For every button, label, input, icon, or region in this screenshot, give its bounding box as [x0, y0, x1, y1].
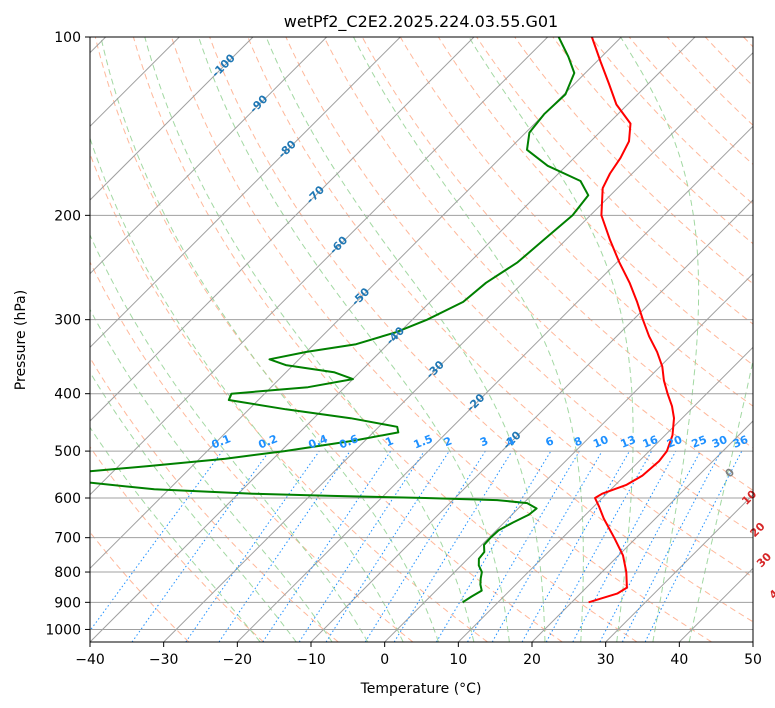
mixing-ratio-line — [131, 450, 270, 642]
mixing-ratio-line — [218, 450, 351, 642]
y-tick-label: 700 — [54, 531, 81, 547]
profile-lines — [90, 37, 675, 604]
isotherm-line — [90, 37, 696, 642]
moist-adiabat — [198, 37, 510, 642]
plot-frame — [89, 36, 754, 643]
background-lines — [90, 37, 753, 642]
moist-adiabat — [353, 37, 584, 642]
mixing-ratio-label: 1 — [383, 434, 395, 449]
isotherm-line — [90, 37, 254, 201]
isotherm-line — [90, 37, 549, 496]
x-tick-label: −10 — [296, 652, 326, 668]
dewpoint-line — [90, 37, 590, 604]
dry-adiabat — [132, 37, 638, 642]
isotherm-line — [531, 420, 753, 642]
dry-adiabat — [94, 37, 563, 642]
isotherm-line — [384, 272, 753, 642]
dry-adiabat — [90, 446, 264, 642]
moist-adiabat — [90, 233, 369, 642]
moist-adiabat — [90, 371, 297, 642]
x-tick-label: 10 — [449, 652, 467, 668]
isotherm-line — [163, 51, 753, 642]
mixing-ratio-line — [393, 450, 513, 642]
dry-adiabat — [171, 37, 712, 642]
y-tick-label: 100 — [54, 30, 81, 46]
dry-adiabat — [90, 260, 414, 642]
mixing-ratio-line — [90, 450, 223, 632]
isotherm-line — [90, 37, 401, 349]
dry-adiabat — [209, 37, 753, 623]
mixing-ratio-label: 20 — [665, 433, 684, 451]
mixing-ratio-line — [545, 450, 653, 642]
mixing-ratio-label: 25 — [690, 433, 709, 451]
y-tick-label: 900 — [54, 595, 81, 611]
mixing-ratio-label: 3 — [478, 434, 490, 449]
mixing-ratio-label: 13 — [619, 433, 638, 451]
isotherm-line — [310, 199, 753, 642]
mixing-ratio-line — [262, 450, 392, 642]
x-tick-label: −30 — [149, 652, 179, 668]
dry-adiabat — [514, 37, 753, 285]
y-tick-label: 200 — [54, 208, 81, 224]
y-tick-label: 300 — [54, 313, 81, 329]
x-axis-title: Temperature (°C) — [360, 681, 482, 697]
x-tick-label: 50 — [744, 652, 762, 668]
moist-adiabat — [688, 358, 753, 642]
isotherm-line — [457, 346, 753, 642]
axes: −40 −30 −20 −10 0 10 20 30 40 50 100 200 300 400 500 60… — [45, 30, 762, 668]
dry-adiabat — [323, 37, 753, 491]
mixing-ratio-label: 36 — [731, 433, 750, 451]
mixing-ratio-label: 30 — [710, 433, 729, 451]
x-tick-label: 40 — [670, 652, 688, 668]
mixing-ratio-line — [325, 450, 450, 642]
moist-adiabat — [90, 308, 333, 642]
mixing-ratio-label: 8 — [572, 434, 584, 449]
moist-adiabat — [144, 37, 475, 642]
mixing-ratio-line — [185, 450, 320, 642]
y-tick-label: 600 — [54, 491, 81, 507]
mixing-ratio-line — [521, 450, 630, 642]
x-tick-label: 0 — [380, 652, 389, 668]
mixing-ratio-line — [572, 450, 677, 642]
mixing-ratio-label: 10 — [591, 433, 610, 451]
chart-title: wetPf2_C2E2.2025.224.03.55.G01 — [284, 12, 558, 32]
dry-adiabat — [285, 37, 753, 535]
isotherm-line — [90, 37, 328, 275]
x-tick-label: 20 — [523, 652, 541, 668]
x-tick-label: −40 — [75, 652, 105, 668]
moist-adiabat — [265, 37, 546, 642]
isotherm-line — [90, 37, 622, 570]
y-tick-label: 400 — [54, 387, 81, 403]
y-tick-label: 500 — [54, 444, 81, 460]
x-tick-label: 30 — [597, 652, 615, 668]
y-tick-label: 1000 — [45, 622, 81, 638]
isotherm-line — [90, 37, 475, 422]
moist-adiabat-label: 40 — [767, 582, 775, 602]
mixing-ratio-label: 16 — [641, 433, 660, 451]
isotherm-line — [236, 125, 753, 642]
x-tick-label: −20 — [223, 652, 253, 668]
y-tick-label: 800 — [54, 565, 81, 581]
moist-adiabat — [90, 136, 404, 642]
temperature-line — [588, 37, 675, 604]
dry-adiabat — [90, 356, 339, 642]
moist-adiabat — [620, 37, 700, 642]
mixing-ratio-label: 2 — [442, 434, 454, 449]
dry-adiabat — [476, 37, 753, 325]
mixing-ratio-line — [298, 450, 425, 642]
isotherm-line — [605, 493, 753, 642]
moist-adiabat — [100, 37, 439, 642]
mixing-ratio-line — [644, 450, 743, 642]
y-axis-title: Pressure (hPa) — [13, 290, 29, 390]
